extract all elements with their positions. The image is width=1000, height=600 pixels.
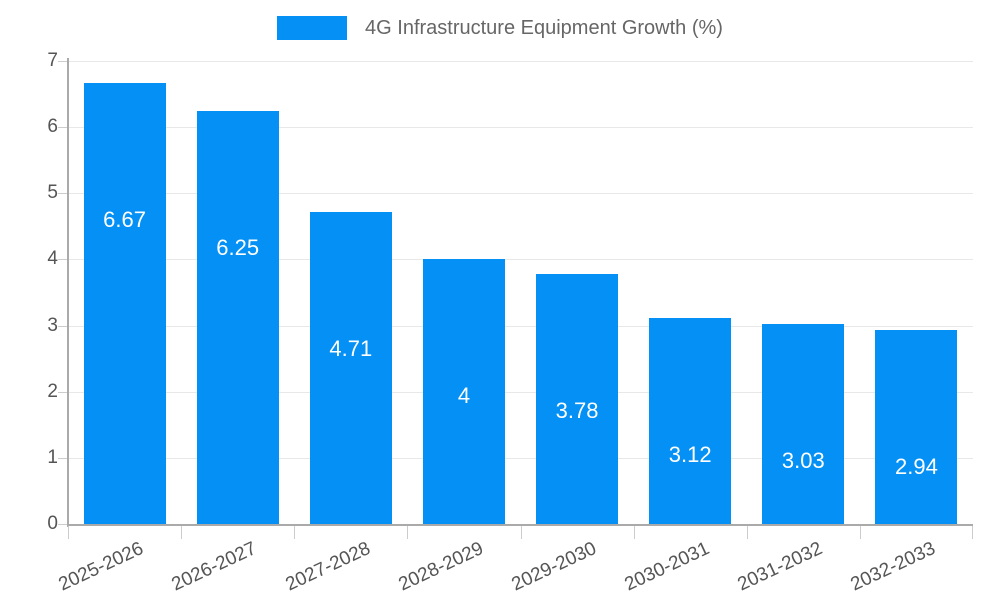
x-axis-line xyxy=(67,524,973,526)
legend-item-series-1[interactable]: 4G Infrastructure Equipment Growth (%) xyxy=(277,16,723,40)
bar-value-label: 3.78 xyxy=(555,397,599,423)
bar-group: 3.78 xyxy=(521,61,634,524)
gridline xyxy=(68,61,973,62)
y-axis-tick-label: 1 xyxy=(47,446,58,468)
bar[interactable] xyxy=(875,329,958,524)
x-axis-tick-label: 2031-2032 xyxy=(734,538,826,596)
y-axis-line xyxy=(67,58,69,527)
bar-value-label: 4.71 xyxy=(329,336,373,362)
x-axis-labels: 2025-2026 2026-2027 2027-2028 2028-2029 2029… xyxy=(56,526,973,600)
bar-group: 4 xyxy=(407,61,520,524)
y-axis-tick-label: 0 xyxy=(47,513,58,534)
y-axis-tick-label: 7 xyxy=(47,50,58,71)
y-axis-tick-label: 6 xyxy=(47,116,58,138)
gridline xyxy=(68,457,973,459)
bar-group: 3.03 xyxy=(747,61,860,524)
x-axis-tick-mark xyxy=(294,526,296,539)
y-axis-tick-mark xyxy=(58,524,67,525)
x-axis-ticks xyxy=(68,526,973,540)
y-axis-tick-label: 5 xyxy=(47,182,58,204)
x-axis-tick-label: 2028-2029 xyxy=(395,538,487,596)
gridline xyxy=(68,193,973,195)
y-axis-tick-mark xyxy=(58,259,67,261)
y-axis-tick-mark xyxy=(58,193,67,195)
x-axis-tick-label: 2030-2031 xyxy=(621,538,713,596)
x-axis-tick-mark xyxy=(746,526,748,539)
y-axis-tick-mark xyxy=(58,391,67,393)
y-axis-tick-mark xyxy=(58,127,67,129)
bar-value-label: 2.94 xyxy=(895,453,938,479)
y-axis-tick-mark xyxy=(58,457,67,459)
bar[interactable] xyxy=(422,259,505,524)
gridline xyxy=(68,259,973,261)
bar-value-label: 6.67 xyxy=(103,206,146,232)
bar-group: 2.94 xyxy=(860,61,973,524)
legend-item-label: 4G Infrastructure Equipment Growth (%) xyxy=(365,16,723,39)
x-axis-tick-label: 2032-2033 xyxy=(847,538,939,596)
x-axis-tick-label: 2026-2027 xyxy=(168,538,261,596)
bar[interactable] xyxy=(762,323,845,524)
chart-legend: 4G Infrastructure Equipment Growth (%) xyxy=(0,0,1000,56)
x-axis-tick-mark xyxy=(859,526,861,539)
x-axis-tick-mark xyxy=(520,526,522,539)
legend-color-swatch-icon xyxy=(277,16,348,40)
y-axis-tick-mark xyxy=(58,61,67,62)
x-axis-tick-mark xyxy=(633,526,635,539)
bar-value-label: 3.12 xyxy=(668,441,712,467)
x-axis-tick-mark xyxy=(68,526,69,539)
bar-group: 3.12 xyxy=(634,61,747,524)
bars-layer: 6.67 6.25 4.71 4 3.78 3.12 3.03 2.94 xyxy=(68,61,973,524)
bar[interactable] xyxy=(196,110,279,524)
gridline xyxy=(68,127,973,129)
x-axis-tick-label: 2025-2026 xyxy=(55,538,148,596)
y-axis-ticks: 0 1 2 3 4 5 6 7 xyxy=(0,50,67,534)
y-axis-tick-label: 4 xyxy=(47,248,58,270)
gridline xyxy=(68,325,973,327)
x-axis-tick-mark xyxy=(972,526,973,539)
x-axis-tick-mark xyxy=(181,526,183,539)
bar-group: 6.25 xyxy=(181,61,294,524)
y-axis-tick-mark xyxy=(58,325,67,327)
bar-value-label: 6.25 xyxy=(216,234,260,260)
y-axis-tick-label: 3 xyxy=(47,314,58,336)
y-axis-tick-label: 2 xyxy=(47,380,58,402)
bar[interactable] xyxy=(309,212,392,524)
bar-group: 6.67 xyxy=(68,61,181,524)
bar-group: 4.71 xyxy=(294,61,407,524)
x-axis-tick-label: 2027-2028 xyxy=(282,538,374,596)
bar[interactable] xyxy=(83,82,166,524)
bar[interactable] xyxy=(649,317,732,524)
bar[interactable] xyxy=(536,273,619,524)
bar-value-label: 4 xyxy=(457,383,471,409)
x-axis-tick-mark xyxy=(407,526,409,539)
gridline xyxy=(68,391,973,393)
bar-value-label: 3.03 xyxy=(781,447,825,473)
x-axis-tick-label: 2029-2030 xyxy=(508,538,600,596)
